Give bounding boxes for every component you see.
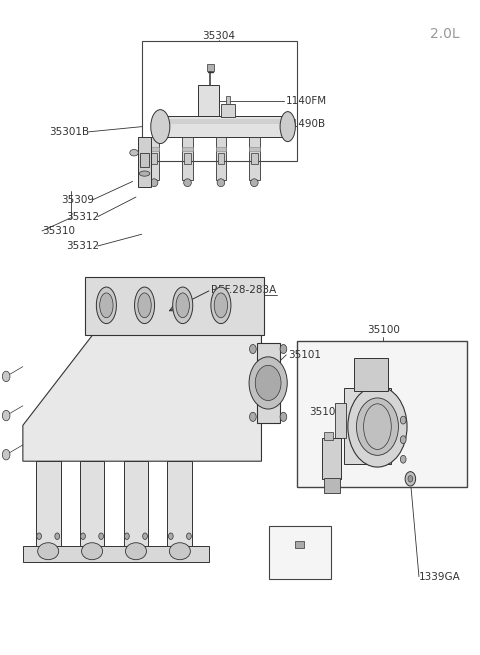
Text: 1140FM: 1140FM bbox=[285, 96, 326, 105]
Bar bbox=[182, 137, 193, 180]
Ellipse shape bbox=[173, 287, 193, 324]
Bar bbox=[249, 147, 260, 151]
Circle shape bbox=[99, 533, 104, 540]
Ellipse shape bbox=[134, 287, 155, 324]
Bar bbox=[251, 153, 258, 164]
Ellipse shape bbox=[217, 179, 225, 187]
Bar bbox=[207, 64, 214, 71]
Text: 35310: 35310 bbox=[42, 226, 75, 236]
Bar bbox=[184, 153, 191, 164]
Bar bbox=[138, 137, 151, 187]
Bar bbox=[85, 276, 264, 335]
Bar bbox=[36, 461, 60, 553]
Circle shape bbox=[400, 436, 406, 443]
Circle shape bbox=[280, 412, 287, 421]
Text: 1123GY: 1123GY bbox=[278, 539, 318, 549]
Text: 35312: 35312 bbox=[66, 212, 99, 221]
Bar bbox=[336, 403, 346, 438]
Bar bbox=[354, 358, 388, 392]
Ellipse shape bbox=[37, 543, 59, 559]
Ellipse shape bbox=[100, 293, 113, 318]
Bar bbox=[80, 461, 105, 553]
Ellipse shape bbox=[139, 171, 150, 176]
Bar bbox=[199, 85, 219, 116]
Bar bbox=[217, 153, 224, 164]
Text: 35312: 35312 bbox=[66, 241, 99, 251]
Circle shape bbox=[250, 412, 256, 421]
Bar bbox=[269, 527, 331, 578]
Circle shape bbox=[187, 533, 192, 540]
Ellipse shape bbox=[138, 293, 151, 318]
Text: REF.28-283A: REF.28-283A bbox=[211, 285, 276, 295]
Circle shape bbox=[143, 533, 147, 540]
Bar bbox=[249, 137, 260, 180]
Bar bbox=[257, 343, 280, 423]
Bar bbox=[216, 147, 226, 151]
Ellipse shape bbox=[151, 109, 170, 143]
Text: 2.0L: 2.0L bbox=[430, 28, 459, 41]
Ellipse shape bbox=[169, 543, 191, 559]
Ellipse shape bbox=[125, 543, 146, 559]
Text: 91490B: 91490B bbox=[285, 119, 325, 129]
Circle shape bbox=[249, 357, 287, 409]
Bar bbox=[159, 116, 290, 137]
Bar bbox=[324, 432, 333, 440]
Bar bbox=[151, 153, 157, 164]
Bar bbox=[149, 147, 159, 151]
Polygon shape bbox=[23, 305, 262, 461]
Text: 35101: 35101 bbox=[288, 350, 321, 360]
Circle shape bbox=[255, 365, 281, 401]
Ellipse shape bbox=[150, 179, 158, 187]
Circle shape bbox=[348, 386, 407, 467]
Circle shape bbox=[400, 416, 406, 424]
Circle shape bbox=[2, 371, 10, 382]
Bar bbox=[216, 137, 226, 180]
Ellipse shape bbox=[280, 111, 295, 141]
Bar bbox=[140, 153, 149, 167]
Ellipse shape bbox=[251, 179, 258, 187]
Circle shape bbox=[81, 533, 85, 540]
Circle shape bbox=[357, 398, 398, 455]
Bar bbox=[159, 119, 290, 124]
Circle shape bbox=[408, 476, 413, 482]
Bar bbox=[322, 438, 341, 479]
Bar bbox=[23, 546, 209, 562]
Bar bbox=[324, 477, 340, 493]
Ellipse shape bbox=[96, 287, 116, 324]
Ellipse shape bbox=[130, 149, 138, 156]
Circle shape bbox=[2, 449, 10, 460]
Circle shape bbox=[405, 472, 416, 486]
Bar bbox=[297, 341, 467, 487]
Bar bbox=[221, 103, 235, 117]
Bar bbox=[344, 388, 391, 464]
Text: 35100: 35100 bbox=[367, 326, 400, 335]
Circle shape bbox=[55, 533, 60, 540]
Bar bbox=[168, 461, 192, 553]
Ellipse shape bbox=[82, 543, 103, 559]
Ellipse shape bbox=[211, 287, 231, 324]
Bar bbox=[295, 542, 304, 548]
Text: 1339GA: 1339GA bbox=[419, 572, 461, 582]
Text: 35309: 35309 bbox=[61, 195, 95, 204]
Circle shape bbox=[280, 345, 287, 354]
Text: 35304: 35304 bbox=[202, 31, 235, 41]
Circle shape bbox=[168, 533, 173, 540]
Ellipse shape bbox=[184, 179, 192, 187]
Circle shape bbox=[400, 455, 406, 463]
Bar bbox=[226, 96, 230, 103]
Bar bbox=[182, 147, 193, 151]
Circle shape bbox=[36, 533, 41, 540]
Bar bbox=[149, 137, 159, 180]
Circle shape bbox=[124, 533, 129, 540]
Ellipse shape bbox=[214, 293, 228, 318]
Bar bbox=[142, 41, 297, 161]
Text: 35102: 35102 bbox=[309, 407, 342, 417]
Circle shape bbox=[2, 410, 10, 421]
Ellipse shape bbox=[176, 293, 190, 318]
Circle shape bbox=[250, 345, 256, 354]
Bar bbox=[123, 461, 148, 553]
Text: 35301B: 35301B bbox=[49, 127, 90, 137]
